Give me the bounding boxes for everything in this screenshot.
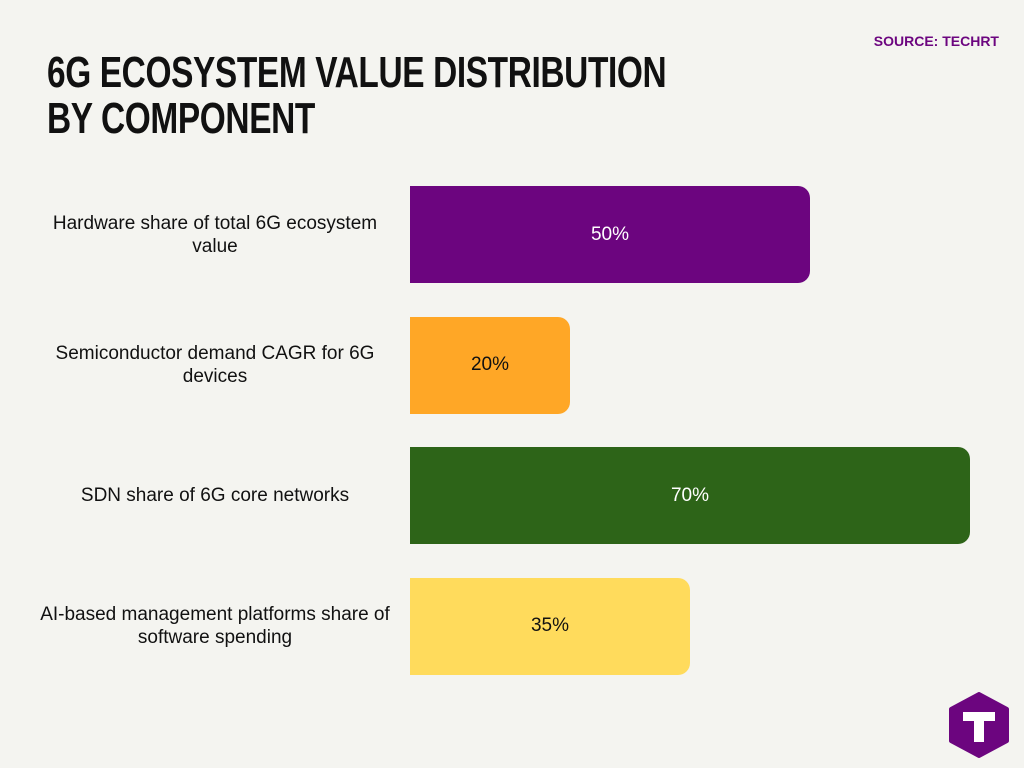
value-label: 50%: [590, 223, 630, 245]
chart-title: 6G ECOSYSTEM VALUE DISTRIBUTION BY COMPO…: [47, 48, 667, 143]
category-label: Semiconductor demand CAGR for 6G devices: [55, 343, 375, 387]
logo: [949, 692, 1009, 758]
bar: 35%: [410, 577, 690, 675]
bar: 70%: [410, 447, 970, 544]
bar: 20%: [410, 316, 570, 414]
category-label: SDN share of 6G core networks: [80, 485, 350, 506]
bar: 50%: [410, 186, 810, 283]
category-label: AI-based management platforms share of s…: [40, 604, 390, 648]
value-label: 20%: [470, 354, 510, 375]
value-label: 70%: [670, 484, 710, 506]
category-label: Hardware share of total 6G ecosystem val…: [52, 212, 378, 257]
source: SOURCE: TECHRT: [873, 33, 999, 49]
value-label: 35%: [530, 615, 570, 636]
